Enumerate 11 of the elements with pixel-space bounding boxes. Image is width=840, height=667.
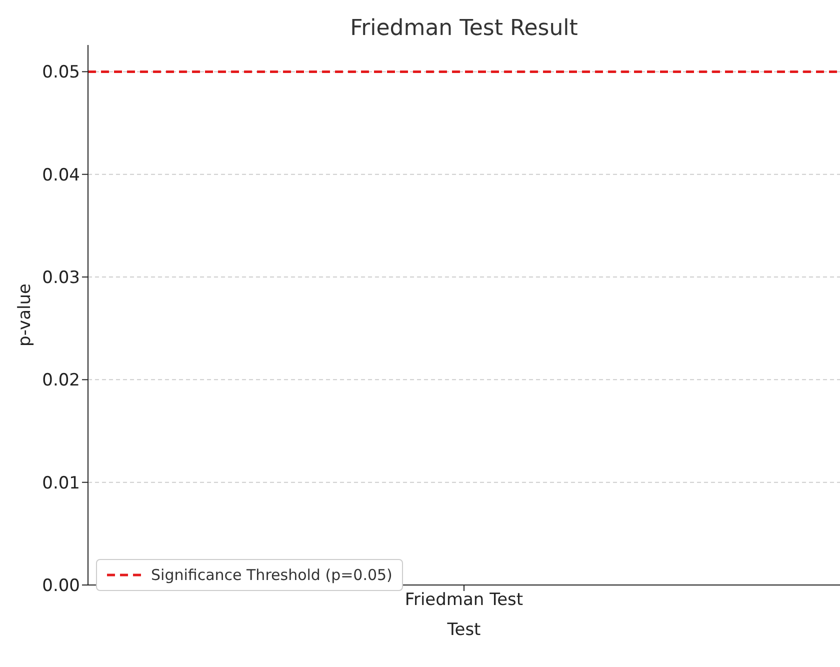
y-tick-label: 0.01 [42, 473, 80, 494]
chart-title: Friedman Test Result [349, 16, 579, 41]
legend-label: Significance Threshold (p=0.05) [151, 566, 392, 584]
y-tick-label: 0.04 [42, 165, 80, 186]
x-tick-label: Friedman Test [404, 590, 524, 610]
y-tick-label: 0.05 [42, 62, 80, 83]
y-tick-label: 0.03 [42, 268, 80, 288]
y-axis-title: p-value [15, 284, 36, 346]
y-tick-label: 0.00 [42, 576, 80, 596]
x-axis-title: Test [446, 620, 482, 640]
y-tick-label: 0.02 [42, 370, 80, 391]
